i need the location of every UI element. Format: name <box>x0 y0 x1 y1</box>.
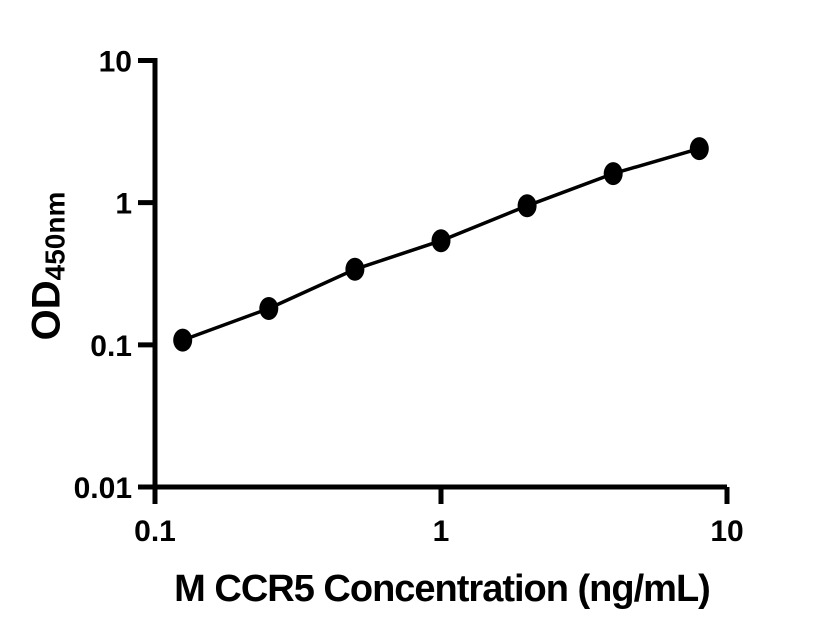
y-tick-label-1: 1 <box>115 188 132 221</box>
x-tick-label-0.1: 0.1 <box>134 515 176 548</box>
y-axis-title-main: OD <box>24 280 69 341</box>
data-point-marker-1 <box>431 229 451 253</box>
y-axis-title-sub: 450nm <box>39 191 71 281</box>
x-tick-label-10: 10 <box>710 515 743 548</box>
data-point-marker-0.25 <box>259 297 279 320</box>
x-axis-title: M CCR5 Concentration (ng/mL) <box>174 568 711 610</box>
y-tick-label-0.01: 0.01 <box>74 472 132 505</box>
data-point-marker-4 <box>603 162 623 186</box>
data-point-marker-0.5 <box>345 257 365 281</box>
data-point-marker-0.125 <box>173 328 193 352</box>
data-point-marker-2 <box>517 194 537 218</box>
y-tick-label-10: 10 <box>99 46 132 79</box>
y-tick-label-0.1: 0.1 <box>90 330 132 363</box>
y-axis-title: OD450nm <box>24 192 71 341</box>
data-point-marker-8 <box>689 137 709 161</box>
x-tick-label-1: 1 <box>433 515 450 548</box>
axis-spine <box>152 58 727 490</box>
